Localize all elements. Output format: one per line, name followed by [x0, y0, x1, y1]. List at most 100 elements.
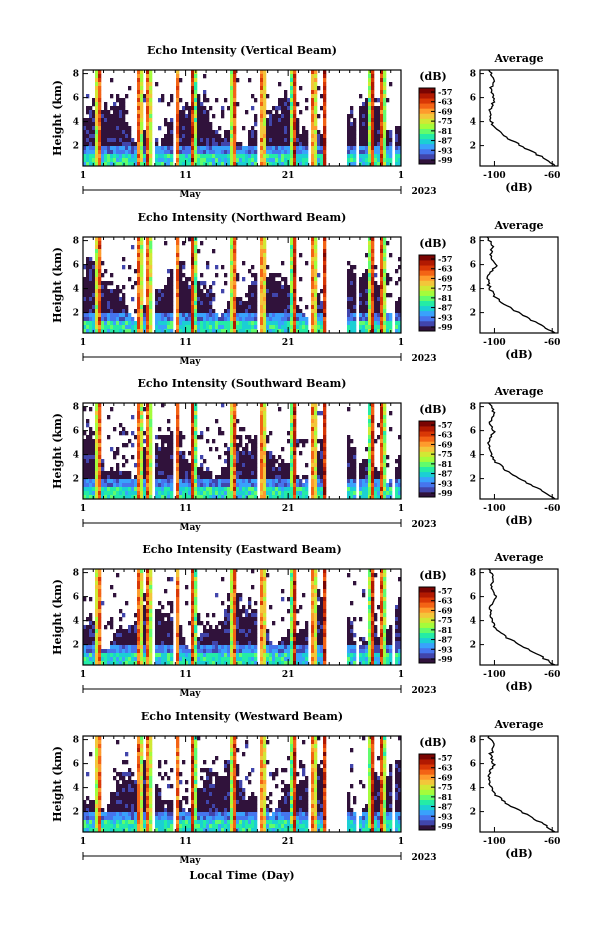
- heat-cell: [155, 154, 158, 158]
- heat-cell: [227, 154, 230, 158]
- heat-cell: [143, 467, 146, 471]
- heat-cell: [167, 138, 170, 142]
- heat-cell: [188, 142, 191, 146]
- heat-cell: [350, 146, 353, 150]
- heat-cell: [176, 245, 179, 249]
- heat-cell: [260, 265, 263, 269]
- heat-cell: [140, 573, 143, 577]
- x-tick-label: 11: [179, 504, 192, 514]
- heat-cell: [233, 142, 236, 146]
- heat-cell: [368, 313, 371, 317]
- heat-cell: [194, 317, 197, 321]
- heat-cell: [263, 325, 266, 329]
- heat-cell: [170, 467, 173, 471]
- heat-cell: [365, 106, 368, 110]
- year-label: 2023: [411, 520, 436, 530]
- heat-cell: [230, 289, 233, 293]
- heat-cell: [191, 317, 194, 321]
- heat-cell: [347, 475, 350, 479]
- heat-cell: [362, 483, 365, 487]
- heat-cell: [359, 154, 362, 158]
- heat-cell: [254, 305, 257, 309]
- heat-cell: [197, 483, 200, 487]
- heat-cell: [191, 98, 194, 102]
- heat-cell: [239, 427, 242, 431]
- heat-cell: [113, 289, 116, 293]
- colorbar-tick-label: -87: [438, 469, 452, 479]
- heat-cell: [278, 467, 281, 471]
- heat-cell: [284, 301, 287, 305]
- heat-cell: [176, 126, 179, 130]
- heat-cell: [113, 102, 116, 106]
- average-frame: [480, 70, 558, 166]
- heat-cell: [227, 309, 230, 313]
- heat-cell: [146, 269, 149, 273]
- heat-cell: [377, 138, 380, 142]
- heat-cell: [314, 146, 317, 150]
- heat-cell: [230, 281, 233, 285]
- colorbar-swatch: [419, 98, 435, 103]
- heat-cell: [305, 487, 308, 491]
- heat-cell: [116, 297, 119, 301]
- colorbar-swatch: [419, 301, 435, 306]
- heat-cell: [260, 277, 263, 281]
- heat-cell: [98, 455, 101, 459]
- colorbar-tick-label: -75: [438, 449, 452, 459]
- heat-cell: [293, 273, 296, 277]
- heat-cell: [170, 491, 173, 495]
- heat-cell: [311, 237, 314, 241]
- heat-cell: [368, 249, 371, 253]
- heat-cell: [149, 641, 152, 645]
- heat-cell: [164, 479, 167, 483]
- heat-cell: [377, 118, 380, 122]
- heat-cell: [194, 435, 197, 439]
- heat-cell: [170, 605, 173, 609]
- heat-cell: [98, 309, 101, 313]
- heat-cell: [170, 443, 173, 447]
- heat-cell: [155, 297, 158, 301]
- heat-cell: [353, 487, 356, 491]
- heat-cell: [179, 277, 182, 281]
- heat-cell: [263, 122, 266, 126]
- heat-cell: [86, 106, 89, 110]
- heat-cell: [365, 309, 368, 313]
- heat-cell: [311, 487, 314, 491]
- heat-cell: [122, 305, 125, 309]
- heat-cell: [314, 455, 317, 459]
- heat-cell: [323, 257, 326, 261]
- heat-cell: [98, 407, 101, 411]
- heat-cell: [323, 102, 326, 106]
- heat-cell: [212, 281, 215, 285]
- heat-cell: [140, 317, 143, 321]
- heat-cell: [248, 467, 251, 471]
- heat-cell: [203, 122, 206, 126]
- heat-cell: [263, 455, 266, 459]
- heat-cell: [323, 142, 326, 146]
- heat-cell: [137, 293, 140, 297]
- heat-cell: [317, 463, 320, 467]
- heat-cell: [161, 325, 164, 329]
- heat-cell: [161, 443, 164, 447]
- heat-cell: [293, 82, 296, 86]
- heat-cell: [263, 102, 266, 106]
- heat-cell: [182, 297, 185, 301]
- heat-cell: [311, 455, 314, 459]
- heat-cell: [158, 479, 161, 483]
- heat-cell: [140, 483, 143, 487]
- heat-cell: [365, 281, 368, 285]
- heat-cell: [395, 321, 398, 325]
- heat-cell: [233, 443, 236, 447]
- heat-cell: [128, 471, 131, 475]
- heat-cell: [116, 293, 119, 297]
- heat-cell: [251, 475, 254, 479]
- heat-cell: [320, 325, 323, 329]
- heat-cell: [167, 633, 170, 637]
- heat-cell: [161, 142, 164, 146]
- heat-cell: [230, 309, 233, 313]
- heat-cell: [317, 134, 320, 138]
- heat-cell: [314, 158, 317, 162]
- heat-cell: [320, 483, 323, 487]
- heat-cell: [395, 491, 398, 495]
- heat-cell: [110, 301, 113, 305]
- heat-cell: [95, 463, 98, 467]
